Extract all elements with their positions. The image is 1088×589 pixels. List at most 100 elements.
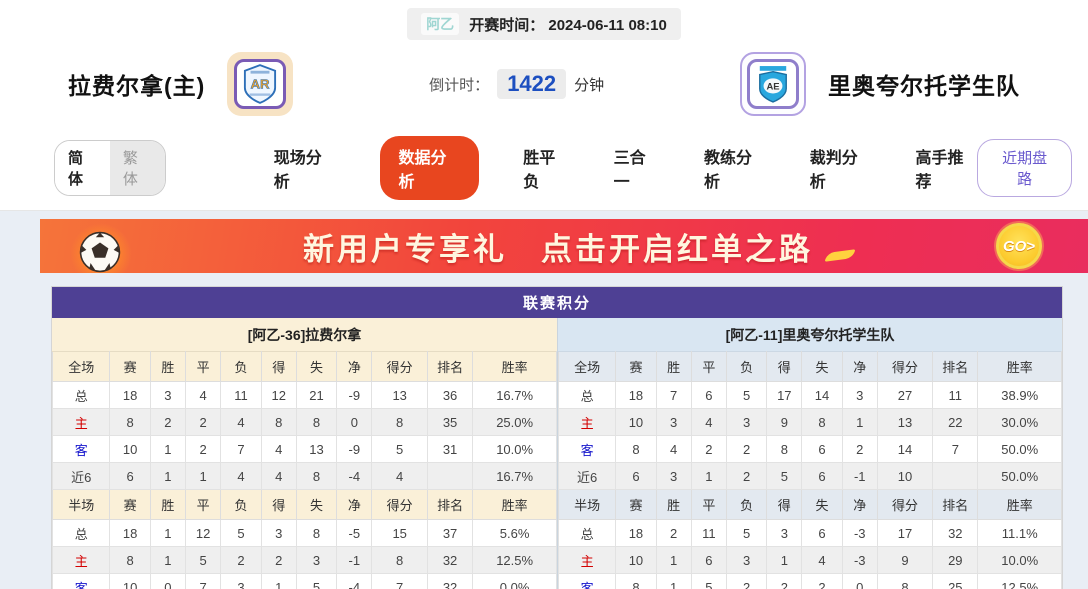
recent-odds-button[interactable]: 近期盘路 [977, 139, 1073, 197]
stat-cell: 22 [932, 408, 979, 436]
kickoff-time: 开赛时间： 2024-06-11 08:10 [469, 14, 667, 35]
go-button[interactable]: GO> [996, 223, 1042, 269]
home-stats-half: [阿乙-36]拉费尔拿 全场赛胜平负得失净得分 排名 胜率 总 18 3 4 11 12 21-… [51, 318, 557, 589]
banner-text-1: 新用户专享礼 [303, 231, 507, 267]
table-title: 联赛积分 [52, 287, 1062, 318]
stat-cell: 3 [725, 546, 768, 574]
tab-expert-picks[interactable]: 高手推荐 [915, 150, 964, 191]
stat-cell: 8 [371, 546, 428, 574]
stat-cell [426, 462, 474, 490]
table-row: 主 10 3 4 3 9 8 1 13 22 30.0% [557, 408, 1062, 436]
column-header: 负 [220, 489, 262, 520]
stat-cell: 8 [766, 435, 803, 463]
column-header: 胜率 [472, 489, 557, 520]
tab-coach-analysis[interactable]: 教练分析 [703, 150, 752, 191]
stat-cell: 3 [725, 408, 768, 436]
stat-cell: 10 [876, 462, 934, 490]
lang-traditional-button[interactable]: 繁体 [109, 141, 165, 195]
table-row: 总 18 7 6 5 17 14 3 27 11 38.9% [557, 381, 1062, 409]
stat-cell: 13 [371, 381, 428, 409]
stat-cell: 2 [766, 573, 803, 589]
kickoff-label: 开赛时间： [469, 16, 545, 34]
tab-referee-analysis[interactable]: 裁判分析 [809, 150, 858, 191]
column-header: 净 [841, 489, 878, 520]
stat-cell: 4 [690, 408, 727, 436]
page-content: 新用户专享礼 点击开启红单之路 GO> 联赛积分 [阿乙-36]拉费尔拿 全场赛胜… [0, 219, 1088, 589]
row-label: 总 [51, 381, 111, 409]
stat-cell: 2 [149, 408, 187, 436]
lang-simplified-button[interactable]: 简体 [55, 141, 110, 195]
table-row: 主 10 1 6 3 1 4 -3 9 29 10.0% [557, 546, 1062, 574]
column-header: 赛 [109, 489, 151, 520]
table-row: 近6 6 3 1 2 5 6 -1 10 50.0% [557, 462, 1062, 490]
stat-cell: 0 [336, 408, 373, 436]
stat-cell: 8 [109, 546, 151, 574]
table-row: 客 8 1 5 2 2 2 0 8 25 12.5% [557, 573, 1062, 589]
stat-cell: 5.6% [472, 519, 557, 547]
stat-cell: 3 [655, 408, 692, 436]
home-full-header-row: 全场赛胜平负得失净得分 排名 胜率 [51, 351, 557, 382]
stat-cell: 0 [149, 573, 187, 589]
stat-cell: 12.5% [977, 573, 1062, 589]
stat-cell: -1 [841, 462, 878, 490]
column-header: 净 [336, 351, 373, 382]
row-label: 客 [51, 573, 111, 589]
column-header: 负 [725, 351, 768, 382]
stat-cell: 1 [766, 546, 803, 574]
countdown-label: 倒计时： [429, 76, 490, 94]
stat-cell: 7 [185, 573, 222, 589]
stat-cell: 9 [766, 408, 803, 436]
stat-cell: 11.1% [977, 519, 1062, 547]
home-half-rows: 总 18 1 12 5 3 8 -5 15 37 5.6% 主 8 1 5 2 2 3 -1 8 32 12.5% 客 10 0… [51, 519, 557, 589]
stat-cell: 10 [615, 546, 657, 574]
promo-banner[interactable]: 新用户专享礼 点击开启红单之路 GO> [40, 219, 1088, 273]
stat-cell: 29 [932, 546, 979, 574]
stat-cell: 15 [371, 519, 428, 547]
away-stats-table: 全场赛胜平负得失净得分 排名 胜率 总 18 7 6 5 17 14 3 27 11 38.9% 主 10 3… [557, 351, 1062, 589]
column-header: 胜率 [977, 351, 1062, 382]
column-header: 胜率 [472, 351, 557, 382]
tab-win-draw-lose[interactable]: 胜平负 [523, 150, 556, 191]
stat-cell: 2 [655, 519, 692, 547]
stat-cell: 6 [801, 435, 843, 463]
stat-cell: 4 [260, 435, 297, 463]
away-team-name: 里奥夸尔托学生队 [828, 73, 1020, 99]
column-header: 失 [801, 351, 843, 382]
stat-cell: 5 [725, 519, 768, 547]
stat-cell: 2 [725, 573, 768, 589]
stat-cell: 2 [725, 435, 768, 463]
tab-three-in-one[interactable]: 三合一 [613, 150, 646, 191]
stat-cell: 7 [220, 435, 262, 463]
stat-cell: 12 [260, 381, 297, 409]
column-header: 失 [801, 489, 843, 520]
table-row: 总 18 2 11 5 3 6 -3 17 32 11.1% [557, 519, 1062, 547]
column-header: 全场 [51, 351, 111, 382]
stat-cell: 1 [149, 435, 187, 463]
stat-cell: 5 [220, 519, 262, 547]
away-half-header-row: 半场赛胜平负得失净得分 排名 胜率 [557, 489, 1062, 520]
stat-cell: 18 [109, 519, 151, 547]
column-header: 胜 [655, 351, 692, 382]
stat-cell: 32 [426, 573, 474, 589]
stat-cell: 0.0% [472, 573, 557, 589]
row-label: 主 [557, 546, 617, 574]
away-team-logo: AE [740, 52, 806, 116]
column-header: 平 [690, 351, 727, 382]
language-toggle: 简体 繁体 [54, 140, 166, 196]
stat-cell: 21 [295, 381, 338, 409]
stat-cell: 14 [876, 435, 934, 463]
row-label: 近6 [51, 462, 111, 490]
stat-cell: 2 [185, 408, 222, 436]
stat-cell: 7 [655, 381, 692, 409]
row-label: 客 [51, 435, 111, 463]
svg-text:AR: AR [251, 77, 271, 92]
stat-cell: 4 [220, 408, 262, 436]
row-label: 总 [51, 519, 111, 547]
tab-data-analysis[interactable]: 数据分析 [379, 136, 480, 200]
tab-live-analysis[interactable]: 现场分析 [273, 150, 322, 191]
kickoff-bar: 阿乙 开赛时间： 2024-06-11 08:10 [407, 8, 681, 40]
stat-cell: 4 [220, 462, 262, 490]
stat-cell: 3 [841, 381, 878, 409]
stat-cell: 8 [876, 573, 934, 589]
column-header: 得分 [371, 351, 428, 382]
